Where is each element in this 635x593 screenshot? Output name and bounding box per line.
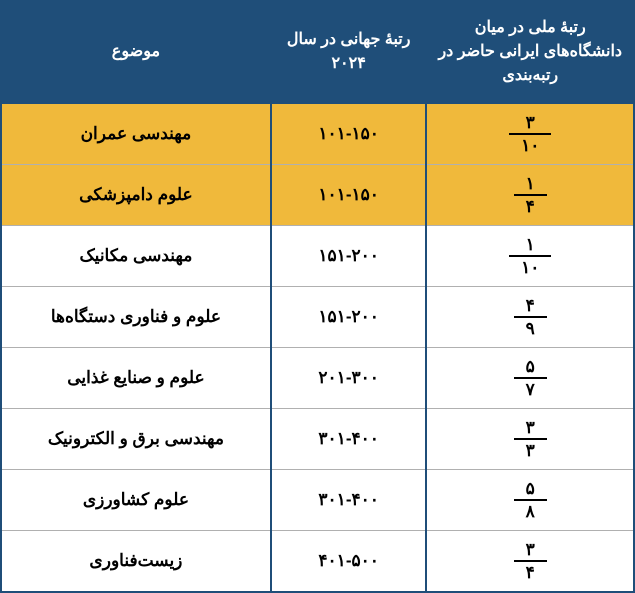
world-rank-cell: ۳۰۱-۴۰۰ <box>271 470 427 531</box>
fraction-denominator: ۱۰ <box>509 257 551 278</box>
national-rank-cell: ۳۱۰ <box>426 103 634 165</box>
table-row: ۴۹ ۱۵۱-۲۰۰علوم و فناوری دستگاه‌ها <box>1 287 634 348</box>
fraction-numerator: ۳ <box>509 112 551 135</box>
col-header-world-rank: رتبهٔ جهانی در سال ۲۰۲۴ <box>271 1 427 103</box>
national-rank-cell: ۱۱۰ <box>426 226 634 287</box>
table-row: ۳۴ ۴۰۱-۵۰۰زیست‌فناوری <box>1 531 634 593</box>
fraction: ۳۱۰ <box>509 112 551 156</box>
national-rank-cell: ۳۳ <box>426 409 634 470</box>
col-header-subject: موضوع <box>1 1 271 103</box>
fraction-denominator: ۴ <box>514 196 547 217</box>
fraction: ۱۱۰ <box>509 234 551 278</box>
fraction-numerator: ۳ <box>514 417 547 440</box>
national-rank-cell: ۵۷ <box>426 348 634 409</box>
world-rank-cell: ۱۵۱-۲۰۰ <box>271 287 427 348</box>
subject-cell: علوم و فناوری دستگاه‌ها <box>1 287 271 348</box>
fraction-denominator: ۷ <box>514 379 547 400</box>
fraction-numerator: ۴ <box>514 295 547 318</box>
fraction-denominator: ۹ <box>514 318 547 339</box>
fraction-denominator: ۳ <box>514 440 547 461</box>
world-rank-cell: ۱۰۱-۱۵۰ <box>271 103 427 165</box>
world-rank-cell: ۱۰۱-۱۵۰ <box>271 165 427 226</box>
world-rank-cell: ۲۰۱-۳۰۰ <box>271 348 427 409</box>
col-header-national-rank: رتبهٔ ملی در میان دانشگاه‌های ایرانی حاض… <box>426 1 634 103</box>
table-row: ۵۸ ۳۰۱-۴۰۰علوم کشاورزی <box>1 470 634 531</box>
fraction: ۵۸ <box>514 478 547 522</box>
subject-cell: مهندسی عمران <box>1 103 271 165</box>
table-row: ۱۴ ۱۰۱-۱۵۰علوم دامپزشکی <box>1 165 634 226</box>
table-row: ۳۳ ۳۰۱-۴۰۰مهندسی برق و الکترونیک <box>1 409 634 470</box>
world-rank-cell: ۱۵۱-۲۰۰ <box>271 226 427 287</box>
fraction: ۳۳ <box>514 417 547 461</box>
subject-cell: مهندسی مکانیک <box>1 226 271 287</box>
fraction-numerator: ۵ <box>514 478 547 501</box>
table-row: ۱۱۰ ۱۵۱-۲۰۰مهندسی مکانیک <box>1 226 634 287</box>
fraction-numerator: ۱ <box>509 234 551 257</box>
fraction-denominator: ۴ <box>514 562 547 583</box>
subject-cell: زیست‌فناوری <box>1 531 271 593</box>
subject-cell: علوم دامپزشکی <box>1 165 271 226</box>
fraction: ۴۹ <box>514 295 547 339</box>
table-row: ۵۷ ۲۰۱-۳۰۰علوم و صنایع غذایی <box>1 348 634 409</box>
table-header-row: رتبهٔ ملی در میان دانشگاه‌های ایرانی حاض… <box>1 1 634 103</box>
fraction-numerator: ۵ <box>514 356 547 379</box>
fraction-denominator: ۸ <box>514 501 547 522</box>
fraction-numerator: ۳ <box>514 539 547 562</box>
world-rank-cell: ۴۰۱-۵۰۰ <box>271 531 427 593</box>
subject-cell: علوم و صنایع غذایی <box>1 348 271 409</box>
fraction: ۳۴ <box>514 539 547 583</box>
subject-cell: مهندسی برق و الکترونیک <box>1 409 271 470</box>
national-rank-cell: ۵۸ <box>426 470 634 531</box>
fraction-denominator: ۱۰ <box>509 135 551 156</box>
fraction-numerator: ۱ <box>514 173 547 196</box>
national-rank-cell: ۴۹ <box>426 287 634 348</box>
table-body: ۳۱۰۱۰۱-۱۵۰مهندسی عمران۱۴۱۰۱-۱۵۰علوم دامپ… <box>1 103 634 592</box>
ranking-table: رتبهٔ ملی در میان دانشگاه‌های ایرانی حاض… <box>0 0 635 593</box>
national-rank-cell: ۱۴ <box>426 165 634 226</box>
world-rank-cell: ۳۰۱-۴۰۰ <box>271 409 427 470</box>
fraction: ۵۷ <box>514 356 547 400</box>
national-rank-cell: ۳۴ <box>426 531 634 593</box>
fraction: ۱۴ <box>514 173 547 217</box>
subject-cell: علوم کشاورزی <box>1 470 271 531</box>
table-row: ۳۱۰ ۱۰۱-۱۵۰مهندسی عمران <box>1 103 634 165</box>
